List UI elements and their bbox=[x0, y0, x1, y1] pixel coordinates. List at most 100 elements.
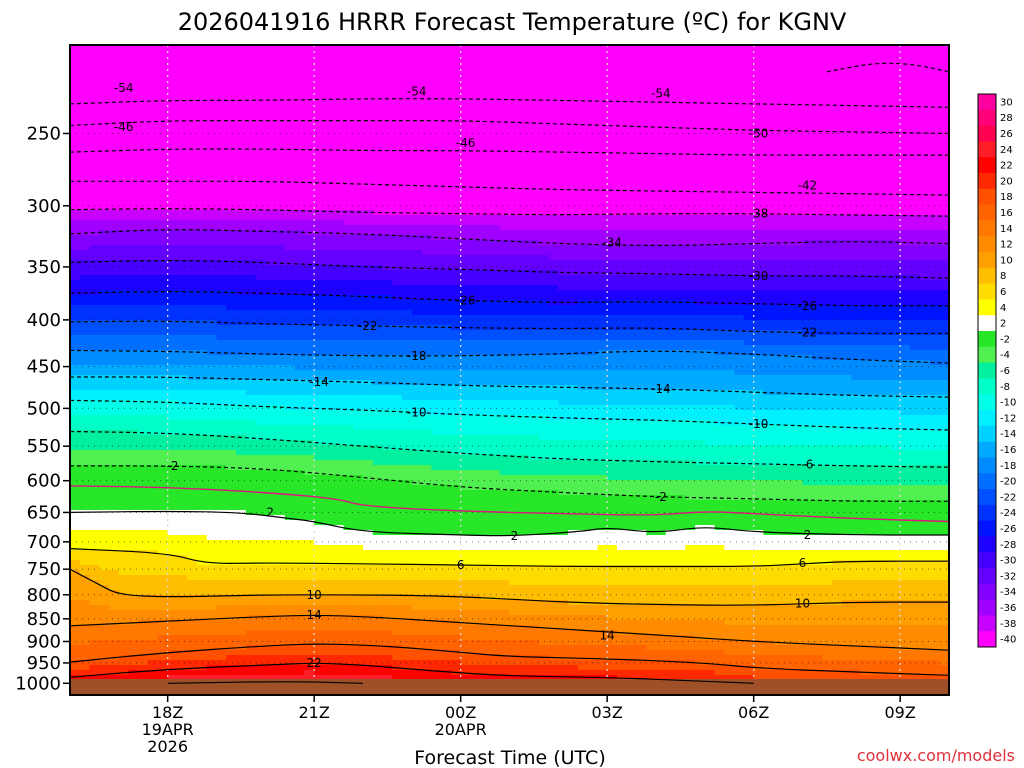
contour-label: -10 bbox=[407, 405, 427, 419]
colorbar-swatch bbox=[978, 536, 996, 553]
contour-label: 22 bbox=[307, 656, 322, 670]
contour-line bbox=[70, 614, 949, 651]
colorbar-swatch bbox=[978, 615, 996, 632]
time-tick-label: 19APR bbox=[142, 720, 194, 739]
contour-line bbox=[70, 568, 949, 606]
time-tick-label: 2026 bbox=[147, 737, 188, 756]
colorbar-swatch bbox=[978, 441, 996, 458]
pressure-tick-label: 450 bbox=[27, 357, 61, 378]
contour-line bbox=[70, 430, 949, 468]
colorbar-swatch bbox=[978, 94, 996, 111]
contour-line bbox=[70, 548, 949, 568]
contour-line bbox=[70, 662, 754, 684]
colorbar-swatch bbox=[978, 362, 996, 379]
colorbar-label: 14 bbox=[1000, 224, 1013, 235]
colorbar-label: -16 bbox=[1000, 445, 1016, 456]
colorbar-label: 8 bbox=[1000, 271, 1006, 282]
contour-label: -6 bbox=[801, 458, 813, 472]
pressure-tick-label: 300 bbox=[27, 196, 61, 217]
colorbar-swatch bbox=[978, 188, 996, 205]
colorbar-swatch bbox=[978, 283, 996, 300]
contour-label: -54 bbox=[651, 86, 671, 100]
contour-label: 14 bbox=[600, 628, 615, 642]
colorbar-label: -2 bbox=[1000, 334, 1010, 345]
contour-label: -14 bbox=[309, 375, 329, 389]
contour-label: 10 bbox=[307, 588, 322, 602]
colorbar-label: 16 bbox=[1000, 208, 1013, 219]
colorbar-swatch bbox=[978, 568, 996, 585]
colorbar-label: 28 bbox=[1000, 113, 1013, 124]
colorbar-swatch bbox=[978, 236, 996, 253]
colorbar-swatch bbox=[978, 473, 996, 490]
colorbar-label: -24 bbox=[1000, 508, 1016, 519]
contour-label: 14 bbox=[307, 608, 322, 622]
colorbar-label: -28 bbox=[1000, 540, 1016, 551]
pressure-tick-label: 600 bbox=[27, 471, 61, 492]
pressure-tick-label: 800 bbox=[27, 585, 61, 606]
pressure-tick-label: 950 bbox=[27, 653, 61, 674]
colorbar-label: -26 bbox=[1000, 524, 1016, 535]
colorbar-label: 18 bbox=[1000, 192, 1013, 203]
colorbar-swatch bbox=[978, 157, 996, 174]
colorbar-swatch bbox=[978, 583, 996, 600]
colorbar-label: -34 bbox=[1000, 587, 1016, 598]
contour-line bbox=[70, 208, 949, 217]
contour-line bbox=[70, 510, 949, 537]
pressure-tick-label: 550 bbox=[27, 436, 61, 457]
colorbar-label: 20 bbox=[1000, 176, 1013, 187]
colorbar-label: 12 bbox=[1000, 240, 1013, 251]
colorbar-swatch bbox=[978, 552, 996, 569]
contour-label: -54 bbox=[407, 85, 427, 99]
temperature-contours bbox=[70, 62, 949, 684]
pressure-tick-label: 850 bbox=[27, 609, 61, 630]
time-tick-label: 09Z bbox=[885, 703, 916, 722]
temperature-color-bands bbox=[70, 45, 949, 695]
contour-label: 2 bbox=[511, 529, 519, 543]
terrain-ground-strip bbox=[70, 679, 949, 695]
plot-frame bbox=[69, 44, 950, 696]
contour-label: -42 bbox=[798, 178, 818, 192]
colorbar-label: -18 bbox=[1000, 461, 1016, 472]
contour-label: -38 bbox=[749, 207, 769, 221]
chart-title: 2026041916 HRRR Forecast Temperature (ºC… bbox=[178, 8, 847, 36]
contour-line bbox=[70, 399, 949, 431]
pressure-tick-label: 650 bbox=[27, 502, 61, 523]
time-tick-label: 06Z bbox=[738, 703, 769, 722]
contour-line bbox=[70, 98, 949, 108]
pressure-tick-label: 250 bbox=[27, 123, 61, 144]
colorbar-swatch bbox=[978, 520, 996, 537]
time-tick-label: 18Z bbox=[152, 703, 183, 722]
pressure-tick-label: 900 bbox=[27, 631, 61, 652]
pressure-grid-lines bbox=[70, 132, 949, 684]
credit-link-text: coolwx.com/models bbox=[857, 746, 1015, 765]
contour-label: -26 bbox=[456, 294, 476, 308]
vertical-grid-lines bbox=[167, 45, 901, 695]
pressure-tick-label: 1000 bbox=[15, 673, 61, 694]
colorbar-label: 2 bbox=[1000, 319, 1006, 330]
colorbar-label: -20 bbox=[1000, 477, 1016, 488]
pressure-tick-label: 350 bbox=[27, 257, 61, 278]
colorbar-label: 4 bbox=[1000, 303, 1006, 314]
colorbar-label: -14 bbox=[1000, 429, 1016, 440]
contour-label: -54 bbox=[114, 81, 134, 95]
contour-label: -26 bbox=[798, 299, 818, 313]
colorbar-swatch bbox=[978, 331, 996, 348]
contour-labels: -54 -54 -54-46-46-50-42-38-34-30-26 -26-22-… bbox=[114, 81, 818, 670]
contour-label: -22 bbox=[358, 319, 378, 333]
colorbar-label: -12 bbox=[1000, 413, 1016, 424]
colorbar-label: 22 bbox=[1000, 161, 1013, 172]
colorbar-swatch bbox=[978, 599, 996, 616]
colorbar-swatch bbox=[978, 346, 996, 363]
contour-label: -50 bbox=[749, 126, 769, 140]
colorbar-swatch bbox=[978, 204, 996, 221]
pressure-tick-label: 400 bbox=[27, 310, 61, 331]
colorbar-label: 10 bbox=[1000, 255, 1013, 266]
contour-line bbox=[70, 485, 949, 523]
colorbar-swatch bbox=[978, 410, 996, 427]
contour-label: -34 bbox=[602, 235, 622, 249]
contour-line bbox=[70, 291, 949, 307]
colorbar-swatch bbox=[978, 267, 996, 284]
contour-label: -22 bbox=[798, 326, 818, 340]
colorbar-swatch bbox=[978, 299, 996, 316]
pressure-tick-label: 500 bbox=[27, 398, 61, 419]
